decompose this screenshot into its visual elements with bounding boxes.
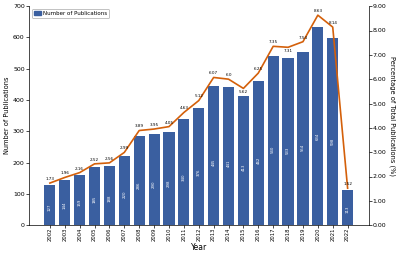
Text: 2.99: 2.99 bbox=[120, 146, 129, 150]
Text: 413: 413 bbox=[242, 163, 246, 171]
Bar bbox=[163, 132, 174, 225]
Bar bbox=[253, 81, 264, 225]
Text: 7.35: 7.35 bbox=[269, 40, 278, 44]
Bar bbox=[342, 190, 353, 225]
Text: 290: 290 bbox=[152, 180, 156, 188]
Bar bbox=[223, 87, 234, 225]
Bar bbox=[238, 96, 249, 225]
Text: 144: 144 bbox=[63, 201, 67, 209]
Text: 8.14: 8.14 bbox=[328, 21, 337, 25]
Text: 2.56: 2.56 bbox=[105, 157, 114, 161]
Text: 3.89: 3.89 bbox=[135, 124, 144, 129]
Text: 540: 540 bbox=[271, 145, 275, 153]
Text: 5.12: 5.12 bbox=[194, 94, 203, 99]
Text: 445: 445 bbox=[212, 159, 216, 166]
Text: 554: 554 bbox=[301, 144, 305, 151]
Text: 127: 127 bbox=[48, 204, 52, 211]
Bar bbox=[44, 185, 56, 225]
Bar bbox=[74, 175, 85, 225]
Text: 188: 188 bbox=[108, 195, 112, 202]
Text: 2.52: 2.52 bbox=[90, 158, 99, 162]
Bar bbox=[59, 180, 70, 225]
Bar bbox=[104, 166, 115, 225]
Text: 6.07: 6.07 bbox=[209, 71, 218, 75]
Text: 1.96: 1.96 bbox=[60, 171, 69, 175]
Text: 7.54: 7.54 bbox=[298, 36, 308, 40]
Bar bbox=[312, 27, 324, 225]
Text: 598: 598 bbox=[331, 137, 335, 145]
Legend: Number of Publications: Number of Publications bbox=[32, 9, 109, 18]
Text: 3.95: 3.95 bbox=[150, 123, 159, 127]
Text: 5.62: 5.62 bbox=[239, 91, 248, 94]
Text: 159: 159 bbox=[78, 199, 82, 207]
Text: 7.31: 7.31 bbox=[284, 49, 292, 53]
Text: 286: 286 bbox=[137, 181, 141, 189]
Text: 2.16: 2.16 bbox=[75, 166, 84, 170]
Text: 113: 113 bbox=[346, 206, 350, 213]
Text: 340: 340 bbox=[182, 174, 186, 181]
Bar bbox=[268, 56, 279, 225]
Text: 1.73: 1.73 bbox=[45, 177, 54, 181]
Bar bbox=[178, 119, 190, 225]
Bar bbox=[134, 136, 145, 225]
Bar bbox=[297, 52, 308, 225]
Bar bbox=[208, 86, 219, 225]
Y-axis label: Number of Publications: Number of Publications bbox=[4, 77, 10, 154]
Bar bbox=[148, 134, 160, 225]
Text: 4.05: 4.05 bbox=[164, 121, 174, 124]
Text: 634: 634 bbox=[316, 132, 320, 140]
Text: 462: 462 bbox=[256, 156, 260, 164]
Text: 298: 298 bbox=[167, 179, 171, 187]
Bar bbox=[327, 38, 338, 225]
Text: 4.63: 4.63 bbox=[179, 106, 188, 110]
Text: 220: 220 bbox=[122, 190, 126, 198]
Bar bbox=[282, 58, 294, 225]
Text: 185: 185 bbox=[92, 195, 96, 203]
X-axis label: Year: Year bbox=[191, 243, 207, 252]
Bar bbox=[119, 156, 130, 225]
Text: 8.63: 8.63 bbox=[313, 9, 322, 13]
Text: 533: 533 bbox=[286, 146, 290, 154]
Text: 376: 376 bbox=[197, 168, 201, 176]
Text: 441: 441 bbox=[226, 159, 230, 167]
Bar bbox=[89, 167, 100, 225]
Y-axis label: Percentage of Total Publications (%): Percentage of Total Publications (%) bbox=[389, 56, 396, 176]
Bar bbox=[193, 108, 204, 225]
Text: 1.52: 1.52 bbox=[343, 182, 352, 186]
Text: 6.25: 6.25 bbox=[254, 67, 263, 71]
Text: 6.0: 6.0 bbox=[225, 73, 232, 77]
